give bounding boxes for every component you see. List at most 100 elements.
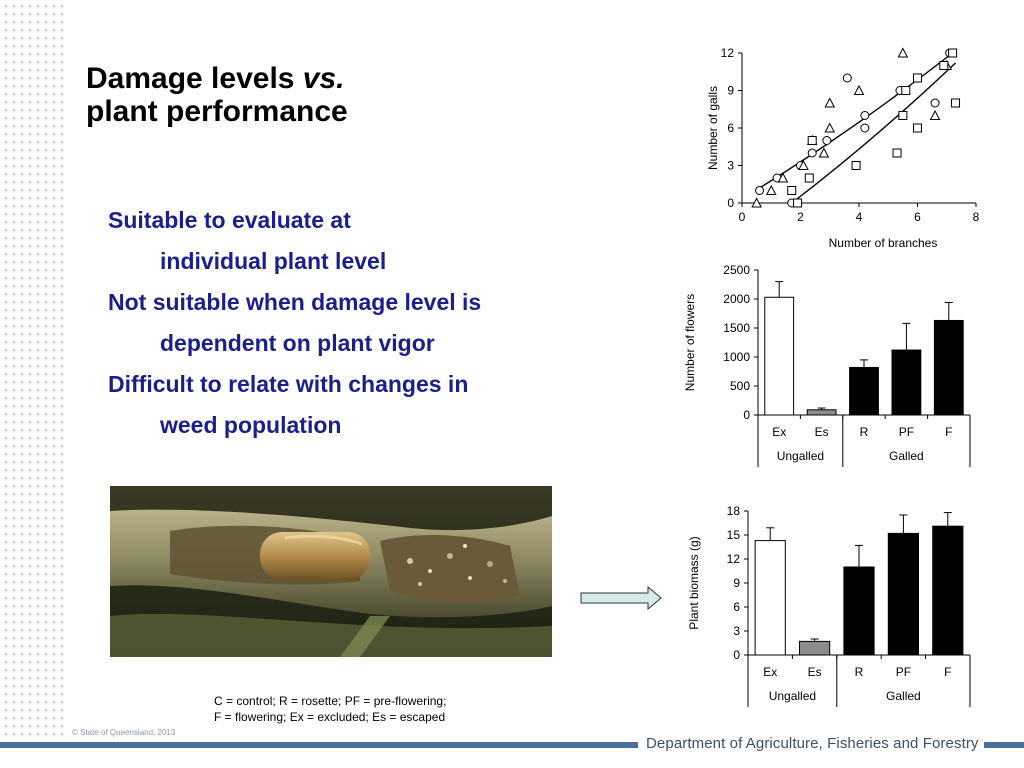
data-point-circle bbox=[860, 111, 870, 120]
x-axis-label: Number of branches bbox=[829, 236, 938, 250]
y-tick-label: 12 bbox=[727, 552, 741, 566]
galled-stem-photo bbox=[110, 486, 552, 657]
y-tick-label: 12 bbox=[721, 46, 735, 60]
x-tick-label: 0 bbox=[739, 210, 746, 224]
data-point-square bbox=[951, 98, 961, 108]
bullet-continuation: dependent on plant vigor bbox=[160, 330, 435, 356]
data-point-square bbox=[787, 186, 797, 195]
category-label: R bbox=[860, 425, 869, 439]
category-label: R bbox=[855, 665, 864, 679]
data-point-square bbox=[851, 161, 861, 170]
data-point-square bbox=[804, 173, 814, 183]
y-tick-label: 2000 bbox=[723, 292, 750, 306]
flowers-bar-chart: 0 500 1000 1500 2000 2500 Number of flowers Ex E… bbox=[683, 263, 971, 467]
bullet-continuation: weed population bbox=[160, 412, 342, 438]
y-tick-label: 6 bbox=[727, 121, 734, 135]
category-label: PF bbox=[899, 425, 914, 439]
data-point-square bbox=[913, 123, 922, 133]
bar bbox=[843, 566, 875, 656]
bar bbox=[754, 540, 786, 656]
footer-rule bbox=[984, 742, 1024, 748]
department-name: Department of Agriculture, Fisheries and… bbox=[646, 735, 979, 752]
y-tick-label: 9 bbox=[727, 84, 734, 98]
slide-title: Damage levels vs. plant performance bbox=[86, 62, 348, 128]
data-point-square bbox=[793, 198, 803, 208]
legend-line: C = control; R = rosette; PF = pre-flowe… bbox=[214, 694, 447, 708]
data-point-circle bbox=[807, 148, 817, 158]
data-point-square bbox=[898, 111, 908, 120]
galls-vs-branches-scatter: 0 3 6 9 12 0 2 4 6 8 Number of branches Number of g… bbox=[706, 46, 980, 250]
fit-line bbox=[791, 62, 957, 204]
bullet-line: Difficult to relate with changes in bbox=[108, 371, 469, 397]
category-label: Ex bbox=[763, 665, 777, 679]
x-tick-label: 4 bbox=[856, 210, 863, 224]
bar bbox=[806, 409, 837, 416]
bullet-list: Suitable to evaluate at individual plant… bbox=[108, 200, 481, 446]
category-label: Es bbox=[815, 425, 829, 439]
bullet-item: Suitable to evaluate at individual plant… bbox=[108, 200, 481, 282]
group-label: Ungalled bbox=[777, 449, 824, 463]
y-tick-label: 500 bbox=[730, 379, 750, 393]
x-tick-label: 8 bbox=[973, 210, 980, 224]
y-tick-label: 6 bbox=[733, 600, 740, 614]
bar bbox=[933, 319, 964, 416]
bar bbox=[764, 296, 795, 416]
data-point-triangle bbox=[853, 84, 865, 95]
y-axis-label: Number of galls bbox=[706, 86, 720, 170]
y-tick-label: 3 bbox=[733, 624, 740, 638]
bullet-line: Suitable to evaluate at bbox=[108, 207, 351, 233]
data-point-square bbox=[892, 148, 902, 158]
y-tick-label: 9 bbox=[733, 576, 740, 590]
data-point-triangle bbox=[798, 159, 809, 170]
data-point-circle bbox=[842, 73, 852, 83]
category-label: PF bbox=[896, 665, 911, 679]
footer-rule bbox=[0, 742, 638, 748]
dot-grid-decoration bbox=[0, 0, 66, 738]
legend-line: F = flowering; Ex = excluded; Es = escap… bbox=[214, 710, 446, 724]
group-label: Galled bbox=[889, 449, 924, 463]
data-point-triangle bbox=[765, 184, 777, 195]
bullet-item: Not suitable when damage level is depend… bbox=[108, 282, 481, 364]
y-tick-label: 18 bbox=[727, 504, 741, 518]
biomass-bar-chart: 0 3 6 9 12 15 18 Plant biomass (g) Ex Es R PF F Ungal… bbox=[687, 504, 971, 707]
x-tick-label: 6 bbox=[914, 210, 921, 224]
data-point-square bbox=[901, 86, 911, 95]
y-tick-label: 15 bbox=[727, 528, 741, 542]
bar bbox=[849, 366, 879, 416]
y-tick-label: 0 bbox=[743, 408, 750, 422]
data-point-triangle bbox=[824, 97, 836, 108]
data-point-square bbox=[948, 48, 958, 58]
y-tick-label: 0 bbox=[727, 196, 734, 210]
bullet-continuation: individual plant level bbox=[160, 248, 387, 274]
group-label: Ungalled bbox=[769, 689, 816, 703]
data-point-circle bbox=[860, 123, 870, 133]
data-point-circle bbox=[822, 136, 832, 145]
category-label: Es bbox=[808, 665, 822, 679]
bar bbox=[891, 349, 922, 416]
data-point-triangle bbox=[897, 47, 909, 58]
bar bbox=[887, 532, 919, 656]
right-arrow-icon bbox=[580, 586, 662, 610]
data-point-square bbox=[913, 73, 922, 83]
x-tick-label: 2 bbox=[797, 210, 804, 224]
bullet-line: Not suitable when damage level is bbox=[108, 289, 482, 315]
group-label: Galled bbox=[886, 689, 921, 703]
title-line-2: plant performance bbox=[86, 95, 348, 128]
bar bbox=[799, 640, 831, 656]
title-text: Damage levels bbox=[86, 62, 303, 95]
data-point-circle bbox=[930, 98, 940, 108]
y-axis-label: Number of flowers bbox=[683, 294, 697, 391]
category-label: Ex bbox=[772, 425, 786, 439]
category-label: F bbox=[944, 665, 951, 679]
data-point-circle bbox=[755, 186, 765, 195]
y-tick-label: 3 bbox=[727, 159, 734, 173]
title-vs: vs. bbox=[302, 62, 345, 95]
y-axis-label: Plant biomass (g) bbox=[687, 536, 701, 629]
data-point-square bbox=[939, 61, 949, 70]
y-tick-label: 2500 bbox=[723, 263, 750, 277]
data-point-triangle bbox=[777, 172, 789, 183]
data-point-triangle bbox=[818, 147, 830, 158]
copyright-notice: © State of Queensland, 2013 bbox=[72, 728, 176, 737]
bar bbox=[932, 525, 964, 656]
category-label: F bbox=[945, 425, 952, 439]
